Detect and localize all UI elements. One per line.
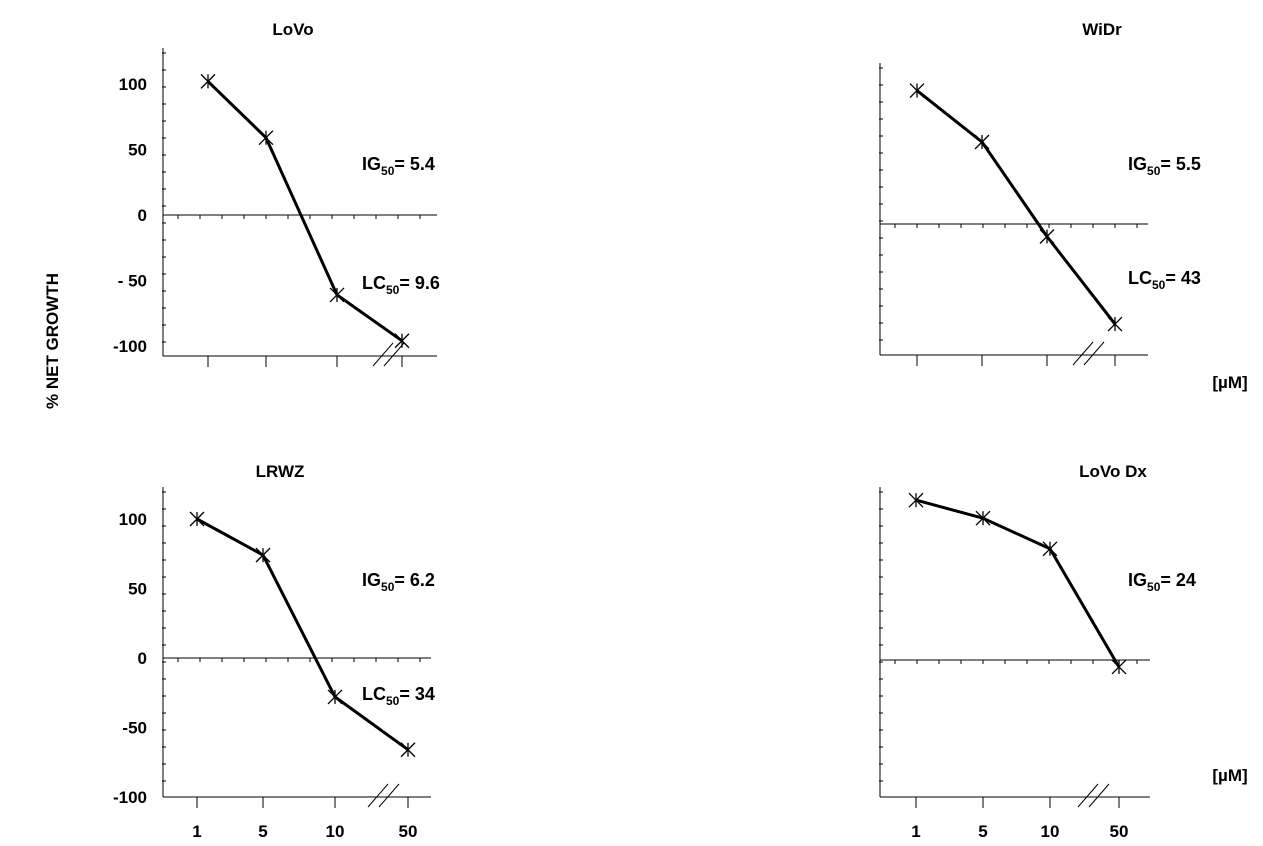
y-tick-label: 50: [128, 141, 147, 160]
x-tick-label: 10: [326, 822, 345, 841]
axis-break-mark: [1077, 783, 1099, 808]
annotation-lc50: LC50= 9.6: [362, 273, 440, 297]
x-tick-label: 1: [192, 822, 201, 841]
x-tick-label: 1: [911, 822, 920, 841]
data-point-marker: [255, 547, 271, 563]
data-point-marker: [327, 689, 343, 705]
chart-title: LoVo Dx: [1079, 462, 1147, 481]
data-point-marker: [400, 742, 416, 758]
chart-panel-4: LoVo Dx 1 5 10 50 [µM] IG50= 24: [879, 462, 1248, 841]
y-tick-label: - 50: [118, 272, 147, 291]
data-point-marker: [329, 287, 345, 303]
data-point-marker: [1111, 659, 1127, 675]
annotation-lc50: LC50= 34: [362, 684, 435, 708]
data-point-marker: [1039, 229, 1055, 244]
series-line: [196, 517, 409, 751]
chart-panel-3: LRWZ 100 50 0 -50 -100 1 5 10 50 IG50= 6.2 LC50= 34: [113, 462, 435, 841]
series-line: [206, 80, 403, 343]
y-tick-label: 100: [119, 75, 147, 94]
chart-panel-2: WiDr [µM] IG50= 5.5 LC50= 43: [879, 20, 1248, 392]
data-point-marker: [1107, 316, 1123, 332]
annotation-ig50: IG50= 6.2: [362, 570, 435, 594]
axis-break-mark: [383, 342, 405, 367]
y-axis-label: % NET GROWTH: [43, 273, 62, 409]
unit-label: [µM]: [1212, 766, 1247, 785]
chart-title: WiDr: [1082, 20, 1122, 39]
x-tick-label: 5: [258, 822, 267, 841]
chart-title: LRWZ: [256, 462, 305, 481]
annotation-ig50: IG50= 5.5: [1128, 154, 1201, 178]
axis-break-mark: [1072, 341, 1094, 366]
y-tick-label: 0: [138, 649, 147, 668]
axis-break-mark: [1083, 341, 1105, 366]
series-line: [915, 498, 1121, 668]
series-line: [916, 89, 1117, 326]
x-tick-label: 50: [399, 822, 418, 841]
data-point-marker: [189, 511, 205, 527]
y-tick-label: 0: [138, 206, 147, 225]
annotation-ig50: IG50= 24: [1128, 570, 1196, 594]
data-point-marker: [200, 73, 216, 89]
axis-break-mark: [1088, 783, 1110, 808]
chart-panel-1: LoVo 100 50 0 - 50 -100 IG50= 5.4 LC50= 9.6: [113, 20, 440, 367]
y-tick-label: -100: [113, 788, 147, 807]
x-tick-label: 10: [1041, 822, 1060, 841]
data-point-marker: [909, 83, 925, 99]
y-tick-label: 100: [119, 510, 147, 529]
chart-title: LoVo: [272, 20, 313, 39]
annotation-lc50: LC50= 43: [1128, 268, 1201, 292]
x-tick-label: 5: [978, 822, 987, 841]
axis-break-mark: [372, 342, 394, 367]
data-point-marker: [258, 130, 274, 146]
axis-break-mark: [367, 783, 389, 808]
data-point-marker: [1042, 541, 1058, 557]
data-point-marker: [974, 134, 990, 150]
data-point-marker: [908, 492, 924, 508]
data-point-marker: [975, 510, 991, 526]
annotation-ig50: IG50= 5.4: [362, 154, 435, 178]
y-tick-label: -100: [113, 337, 147, 356]
y-tick-label: 50: [128, 580, 147, 599]
y-tick-label: -50: [122, 719, 147, 738]
axis-break-mark: [378, 783, 400, 808]
unit-label: [µM]: [1212, 373, 1247, 392]
data-point-marker: [394, 333, 410, 349]
x-tick-label: 50: [1110, 822, 1129, 841]
